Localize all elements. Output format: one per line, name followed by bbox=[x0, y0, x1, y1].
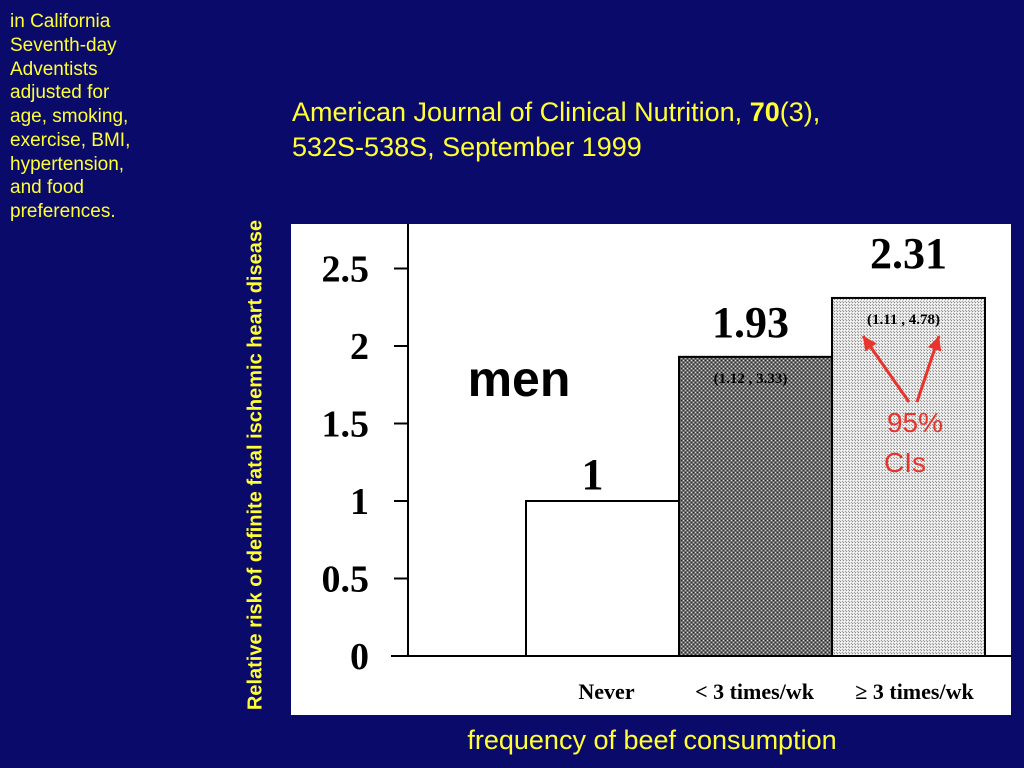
bar-value-label: 2.31 bbox=[870, 229, 947, 278]
side-note-line: and food bbox=[10, 177, 84, 199]
bar-value-label: 1 bbox=[582, 450, 604, 499]
annotation-arrowhead bbox=[863, 336, 877, 352]
y-axis-label: Relative risk of definite fatal ischemic… bbox=[244, 220, 269, 710]
annotation-cis-label: CIs bbox=[884, 447, 926, 478]
annotation-arrowhead bbox=[927, 336, 942, 352]
y-tick-label: 0 bbox=[350, 636, 369, 678]
x-tick-label: Never bbox=[578, 679, 634, 704]
y-axis-label-text: Relative risk of definite fatal ischemic… bbox=[244, 219, 267, 711]
bar bbox=[831, 296, 986, 657]
citation-issue: (3), bbox=[779, 97, 821, 127]
side-note-line: in California bbox=[10, 11, 111, 32]
y-tick-label: 2.5 bbox=[322, 249, 370, 291]
citation: American Journal of Clinical Nutrition, … bbox=[292, 95, 992, 165]
y-tick-label: 2 bbox=[350, 326, 369, 368]
citation-journal: American Journal of Clinical Nutrition, bbox=[292, 97, 750, 127]
y-tick-label: 1.5 bbox=[322, 404, 370, 446]
x-axis-label: frequency of beef consumption bbox=[467, 725, 837, 755]
x-tick-label: < 3 times/wk bbox=[695, 679, 815, 704]
x-tick-label: ≥ 3 times/wk bbox=[855, 679, 974, 704]
side-note-line: age, smoking, bbox=[10, 106, 129, 127]
bar bbox=[525, 500, 680, 657]
side-note-line: preferences. bbox=[10, 201, 116, 222]
y-tick-label: 0.5 bbox=[322, 559, 370, 601]
side-note-line: Adventists bbox=[10, 58, 98, 80]
side-note-line: exercise, BMI, bbox=[10, 129, 131, 151]
y-tick-label: 1 bbox=[350, 481, 369, 523]
ci-label: (1.11 , 4.78) bbox=[867, 312, 940, 328]
bar-chart: 0 0.5 1 1.5 2 2.5 1 1.93 2.31 (1.12 , 3.33) (1.11 … bbox=[322, 224, 1011, 704]
ci-label: (1.12 , 3.33) bbox=[714, 371, 788, 387]
panel-label: men bbox=[468, 351, 571, 407]
bar bbox=[678, 355, 833, 657]
side-note-line: hypertension, bbox=[10, 153, 125, 175]
citation-volume: 70 bbox=[749, 97, 780, 127]
side-note-line: adjusted for bbox=[10, 82, 110, 104]
annotation-95-label: 95% bbox=[887, 407, 943, 438]
citation-pages-date: 532S-538S, September 1999 bbox=[292, 132, 642, 163]
chart-panel: 0 0.5 1 1.5 2 2.5 1 1.93 2.31 (1.12 , 3.33) (1.11 … bbox=[291, 224, 1011, 715]
bar-value-label: 1.93 bbox=[712, 298, 789, 347]
side-note: in California Seventh-day Adventists adj… bbox=[10, 10, 185, 224]
side-note-line: Seventh-day bbox=[10, 34, 117, 56]
